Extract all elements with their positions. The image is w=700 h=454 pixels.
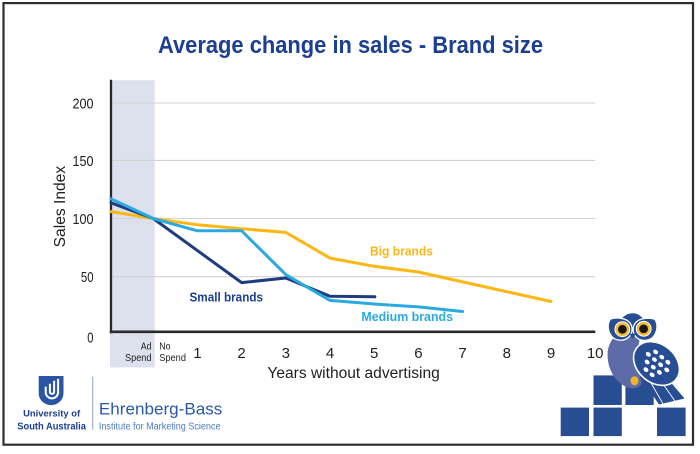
svg-text:4: 4: [326, 345, 334, 362]
svg-text:10: 10: [587, 345, 604, 362]
svg-text:3: 3: [282, 345, 290, 362]
svg-text:0: 0: [87, 329, 93, 346]
svg-text:Average change in sales - Bran: Average change in sales - Brand size: [158, 32, 543, 59]
svg-text:150: 150: [73, 153, 94, 170]
svg-text:7: 7: [458, 345, 466, 362]
svg-text:University of: University of: [23, 408, 81, 419]
svg-text:No: No: [159, 341, 170, 353]
svg-text:5: 5: [370, 345, 378, 362]
svg-text:1: 1: [193, 345, 201, 362]
svg-text:2: 2: [237, 345, 245, 362]
svg-text:South Australia: South Australia: [17, 421, 86, 433]
svg-text:9: 9: [547, 345, 555, 362]
svg-text:Ad: Ad: [141, 341, 152, 353]
svg-text:Big brands: Big brands: [370, 243, 433, 258]
svg-text:Sales Index: Sales Index: [52, 166, 69, 248]
svg-text:50: 50: [81, 269, 94, 286]
svg-text:6: 6: [414, 345, 422, 362]
svg-text:Institute for Marketing Scienc: Institute for Marketing Science: [99, 421, 221, 432]
svg-text:Years without advertising: Years without advertising: [267, 365, 439, 382]
svg-text:Small brands: Small brands: [190, 289, 264, 304]
svg-text:Medium brands: Medium brands: [361, 309, 453, 324]
svg-text:Spend: Spend: [159, 352, 186, 364]
svg-text:Spend: Spend: [125, 352, 152, 364]
svg-text:Ehrenberg-Bass: Ehrenberg-Bass: [99, 401, 222, 419]
svg-text:200: 200: [73, 95, 94, 112]
svg-text:8: 8: [503, 345, 511, 362]
svg-text:100: 100: [73, 211, 94, 228]
